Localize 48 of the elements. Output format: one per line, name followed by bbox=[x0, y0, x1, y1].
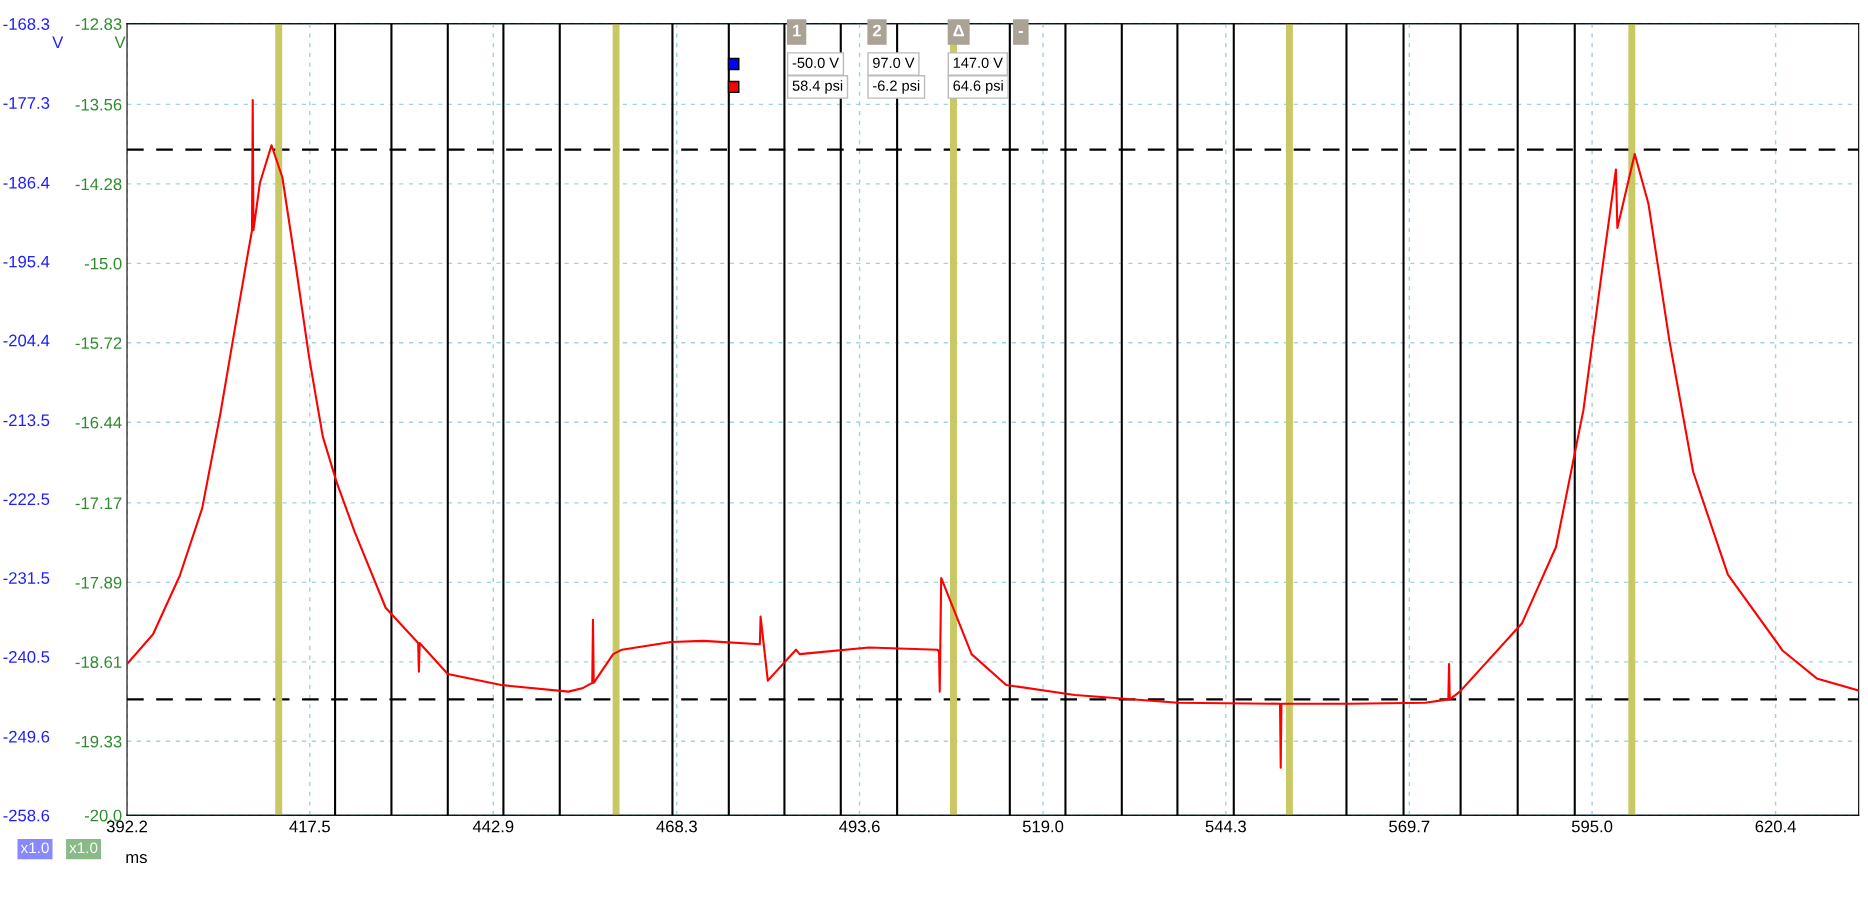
x-tick-label: 417.5 bbox=[289, 820, 330, 833]
y2-tick-label: -231.5 bbox=[3, 572, 50, 584]
annotation: 147.0 V bbox=[953, 57, 1003, 68]
y-tick-label: -18.61 bbox=[75, 656, 122, 669]
x-tick-label: 620.4 bbox=[1755, 820, 1796, 833]
x-tick-label: 468.3 bbox=[656, 820, 697, 833]
text: x1.0 bbox=[69, 842, 98, 854]
y2-tick-label: -168.3 bbox=[3, 18, 50, 30]
y-tick-label: -20.0 bbox=[84, 809, 122, 822]
x-tick-label: 392.2 bbox=[106, 820, 148, 833]
x-tick-label: 493.6 bbox=[839, 820, 880, 833]
y-axis-title: V bbox=[114, 36, 126, 49]
y-tick-label: -15.72 bbox=[75, 337, 122, 350]
y-tick-label: -15.0 bbox=[84, 257, 122, 270]
y2-tick-label: -204.4 bbox=[3, 334, 50, 347]
x-axis-title: ms bbox=[126, 853, 147, 864]
y-tick-label: -17.89 bbox=[75, 576, 122, 589]
annotation: -50.0 V bbox=[792, 57, 839, 68]
annotation: 1 bbox=[793, 24, 801, 37]
annotation: 64.6 psi bbox=[953, 80, 1003, 94]
y2-tick-label: -222.5 bbox=[3, 493, 50, 506]
y-tick-label: -13.56 bbox=[75, 98, 122, 111]
annotation: 58.4 psi bbox=[792, 80, 843, 94]
y-tick-label: -17.17 bbox=[75, 497, 122, 509]
annotation: 97.0 V bbox=[873, 57, 915, 68]
annotation: -6.2 psi bbox=[873, 80, 920, 94]
y2-tick-label: -240.5 bbox=[3, 651, 50, 663]
y2-tick-label: -213.5 bbox=[3, 414, 50, 427]
annotation: Δ bbox=[953, 24, 964, 37]
y-tick-label: -14.28 bbox=[75, 178, 122, 191]
x-tick-label: 442.9 bbox=[472, 820, 514, 833]
y2-tick-label: -177.3 bbox=[3, 97, 50, 109]
y-tick-label: -12.83 bbox=[75, 18, 122, 30]
y2-axis-title: V bbox=[52, 36, 64, 49]
annotation: - bbox=[1018, 31, 1023, 34]
y-tick-label: -16.44 bbox=[75, 416, 122, 429]
text: x1.0 bbox=[20, 842, 49, 854]
x-tick-label: 519.0 bbox=[1022, 820, 1064, 833]
y2-tick-label: -258.6 bbox=[3, 809, 50, 822]
y2-tick-label: -249.6 bbox=[3, 730, 50, 743]
x-tick-label: 595.0 bbox=[1571, 820, 1613, 833]
y-tick-label: -19.33 bbox=[75, 735, 122, 748]
x-tick-label: 544.3 bbox=[1205, 820, 1246, 833]
annotation: 2 bbox=[872, 24, 881, 37]
x-tick-label: 569.7 bbox=[1389, 820, 1430, 833]
line-series bbox=[127, 98, 1859, 769]
y2-tick-label: -186.4 bbox=[3, 176, 50, 189]
y2-tick-label: -195.4 bbox=[3, 255, 50, 268]
